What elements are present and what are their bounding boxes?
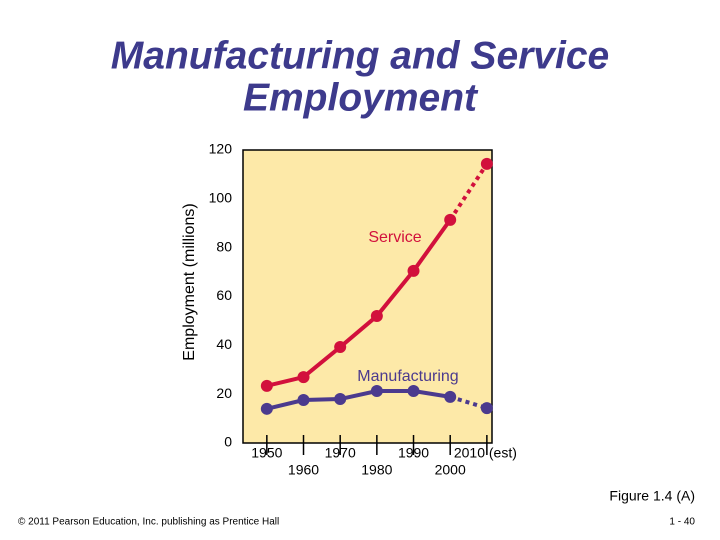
data-point xyxy=(297,371,310,384)
x-tick-label: 1960 xyxy=(288,462,319,478)
data-point xyxy=(407,264,420,277)
series-line-estimate xyxy=(449,394,488,410)
page-number: 1 - 40 xyxy=(669,517,695,528)
data-point xyxy=(480,157,493,170)
x-tick-label: 1990 xyxy=(398,445,429,461)
y-axis-label: Employment (millions) xyxy=(181,203,198,360)
y-tick-label: 80 xyxy=(216,238,232,254)
copyright: © 2011 Pearson Education, Inc. publishin… xyxy=(18,517,279,528)
y-tick-label: 20 xyxy=(216,385,232,401)
data-point xyxy=(444,390,457,403)
series-label: Service xyxy=(368,229,421,246)
series-line-estimate xyxy=(448,162,489,221)
title-line: Employment xyxy=(243,76,479,119)
title-line: Manufacturing and Service xyxy=(111,34,609,77)
y-tick-label: 40 xyxy=(216,336,232,352)
data-point xyxy=(444,213,457,226)
series-line xyxy=(266,388,451,411)
data-point xyxy=(480,402,493,415)
y-tick-label: 100 xyxy=(209,190,233,206)
x-tick-label: 2010 (est) xyxy=(454,445,517,461)
x-tick-label: 1980 xyxy=(361,462,392,478)
data-point xyxy=(334,393,347,406)
data-point xyxy=(297,394,310,407)
x-tick-label: 1950 xyxy=(251,445,282,461)
figure-label: Figure 1.4 (A) xyxy=(609,488,695,504)
data-point xyxy=(370,384,383,397)
data-point xyxy=(334,341,347,354)
data-point xyxy=(370,310,383,323)
series-line xyxy=(266,218,452,388)
data-point xyxy=(407,384,420,397)
y-tick-label: 120 xyxy=(209,141,233,157)
x-tick-label: 1970 xyxy=(325,445,356,461)
y-tick-label: 60 xyxy=(216,287,232,303)
series-label: Manufacturing xyxy=(357,368,458,385)
data-point xyxy=(260,379,273,392)
data-point xyxy=(260,402,273,415)
x-tick-label: 2000 xyxy=(435,462,466,478)
y-tick-label: 0 xyxy=(224,434,232,450)
